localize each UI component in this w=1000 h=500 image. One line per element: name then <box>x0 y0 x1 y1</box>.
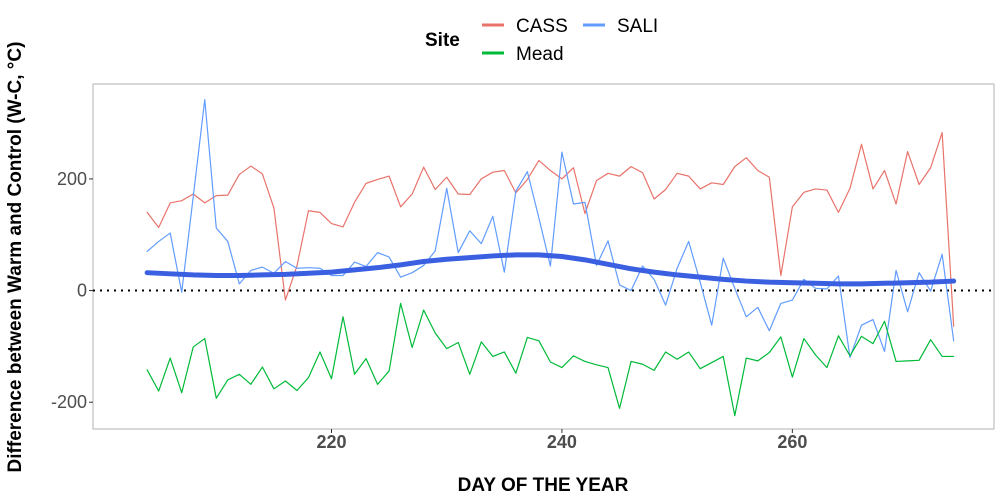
y-tick-label: 200 <box>57 169 87 189</box>
x-axis-ticks: 220 240 260 <box>316 429 807 452</box>
legend-title: Site <box>425 30 460 51</box>
x-tick-label: 260 <box>777 432 807 452</box>
series-line-mead <box>146 302 955 417</box>
legend-label-mead: Mead <box>516 44 564 65</box>
y-tick-label: 0 <box>77 281 87 301</box>
y-tick-label: -200 <box>51 392 87 412</box>
y-axis-ticks: -200 0 200 <box>51 169 93 412</box>
series-line-sali <box>146 99 955 359</box>
series-layer <box>144 99 957 417</box>
legend-label-sali: SALI <box>617 16 658 37</box>
y-axis-title: Difference between Warm and Control (W-C… <box>5 42 26 473</box>
trend-line <box>144 252 957 287</box>
x-tick-label: 240 <box>547 432 577 452</box>
legend: Site CASS SALI Mead <box>425 16 658 65</box>
series-line-cass <box>146 131 955 327</box>
x-axis-title: DAY OF THE YEAR <box>458 475 629 496</box>
x-tick-label: 220 <box>316 432 346 452</box>
legend-label-cass: CASS <box>516 16 568 37</box>
